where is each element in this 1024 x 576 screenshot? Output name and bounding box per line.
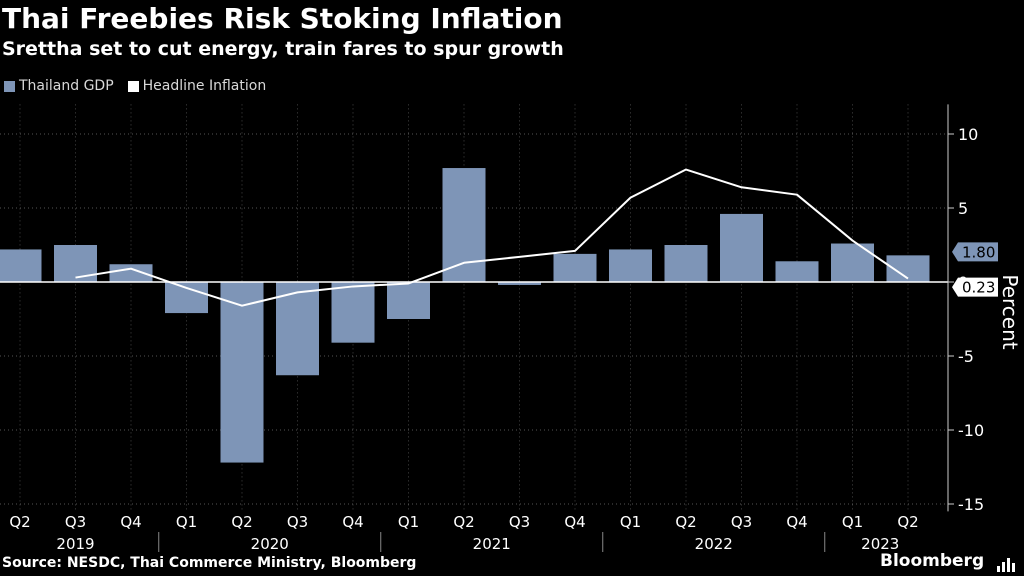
gdp-bar <box>831 243 874 282</box>
y-tick-label: -5 <box>958 347 974 366</box>
gdp-bar <box>220 282 264 463</box>
legend-label-inflation: Headline Inflation <box>142 78 267 94</box>
chart-subtitle: Srettha set to cut energy, train fares t… <box>2 38 564 60</box>
legend-label-gdp: Thailand GDP <box>19 78 114 94</box>
legend-swatch-inflation <box>127 80 139 92</box>
bloomberg-bars-icon <box>997 558 1015 572</box>
gdp-bar <box>276 282 319 376</box>
gdp-bar <box>498 282 541 285</box>
gdp-bar <box>553 253 597 282</box>
gdp-value-tag: 1.80 <box>952 242 998 262</box>
gdp-bar <box>775 261 819 282</box>
bloomberg-logo: Bloomberg <box>880 551 985 571</box>
gdp-bars <box>0 168 930 463</box>
x-tick-label: Q1 <box>176 513 197 531</box>
x-tick-label: Q2 <box>897 513 918 531</box>
x-tick-label: Q1 <box>842 513 863 531</box>
x-tick-label: Q2 <box>453 513 474 531</box>
gdp-bar <box>720 213 763 282</box>
gridlines <box>0 104 948 512</box>
legend-swatch-gdp <box>4 80 15 92</box>
y-axis-title: Percent <box>998 274 1022 349</box>
gdp-bar <box>664 245 708 282</box>
value-tag-text: 0.23 <box>962 279 995 297</box>
x-tick-label: Q3 <box>509 513 530 531</box>
y-tick-label: 5 <box>958 199 968 218</box>
chart-title: Thai Freebies Risk Stoking Inflation <box>2 2 563 35</box>
gdp-bar <box>331 282 375 343</box>
x-tick-label: Q4 <box>342 513 363 531</box>
inflation-line <box>75 168 909 307</box>
x-tick-label: Q3 <box>65 513 86 531</box>
x-year-label: 2020 <box>251 535 289 553</box>
source-note: Source: NESDC, Thai Commerce Ministry, B… <box>2 555 417 571</box>
gdp-bar <box>109 264 153 282</box>
x-tick-label: Q2 <box>231 513 252 531</box>
x-tick-label: Q4 <box>120 513 141 531</box>
y-tick-label: -15 <box>958 495 984 514</box>
value-tag-box <box>952 242 998 262</box>
gdp-bar <box>0 249 42 282</box>
x-year-label: 2019 <box>56 535 94 553</box>
x-year-label: 2023 <box>861 535 899 553</box>
x-tick-label: Q1 <box>398 513 419 531</box>
x-year-label: 2022 <box>695 535 733 553</box>
inflation-value-tag: 0.23 <box>952 277 998 297</box>
x-tick-label: Q3 <box>287 513 308 531</box>
x-tick-label: Q3 <box>731 513 752 531</box>
x-year-label: 2021 <box>473 535 511 553</box>
legend-item-inflation: Headline Inflation <box>127 78 267 94</box>
gdp-bar <box>54 245 97 282</box>
x-tick-label: Q2 <box>9 513 30 531</box>
gdp-bar <box>442 168 486 282</box>
x-tick-label: Q1 <box>620 513 641 531</box>
x-tick-label: Q4 <box>786 513 807 531</box>
value-tag-text: 1.80 <box>962 243 995 261</box>
value-tag-box <box>952 277 998 297</box>
legend-item-gdp: Thailand GDP <box>4 78 114 94</box>
gdp-bar <box>609 249 652 282</box>
y-tick-label: -10 <box>958 421 984 440</box>
y-tick-label: 10 <box>958 125 978 144</box>
inflation-line-group <box>75 168 909 307</box>
gdp-bar <box>165 282 208 314</box>
legend: Thailand GDP Headline Inflation <box>4 77 266 95</box>
value-labels: 1.80 0.23 <box>952 242 998 297</box>
axes: 1050-5-10-15PercentQ2Q3Q4Q1Q2Q3Q4Q1Q2Q3Q… <box>9 104 1022 553</box>
x-tick-label: Q2 <box>675 513 696 531</box>
x-tick-label: Q4 <box>564 513 585 531</box>
gdp-bar <box>387 282 430 319</box>
